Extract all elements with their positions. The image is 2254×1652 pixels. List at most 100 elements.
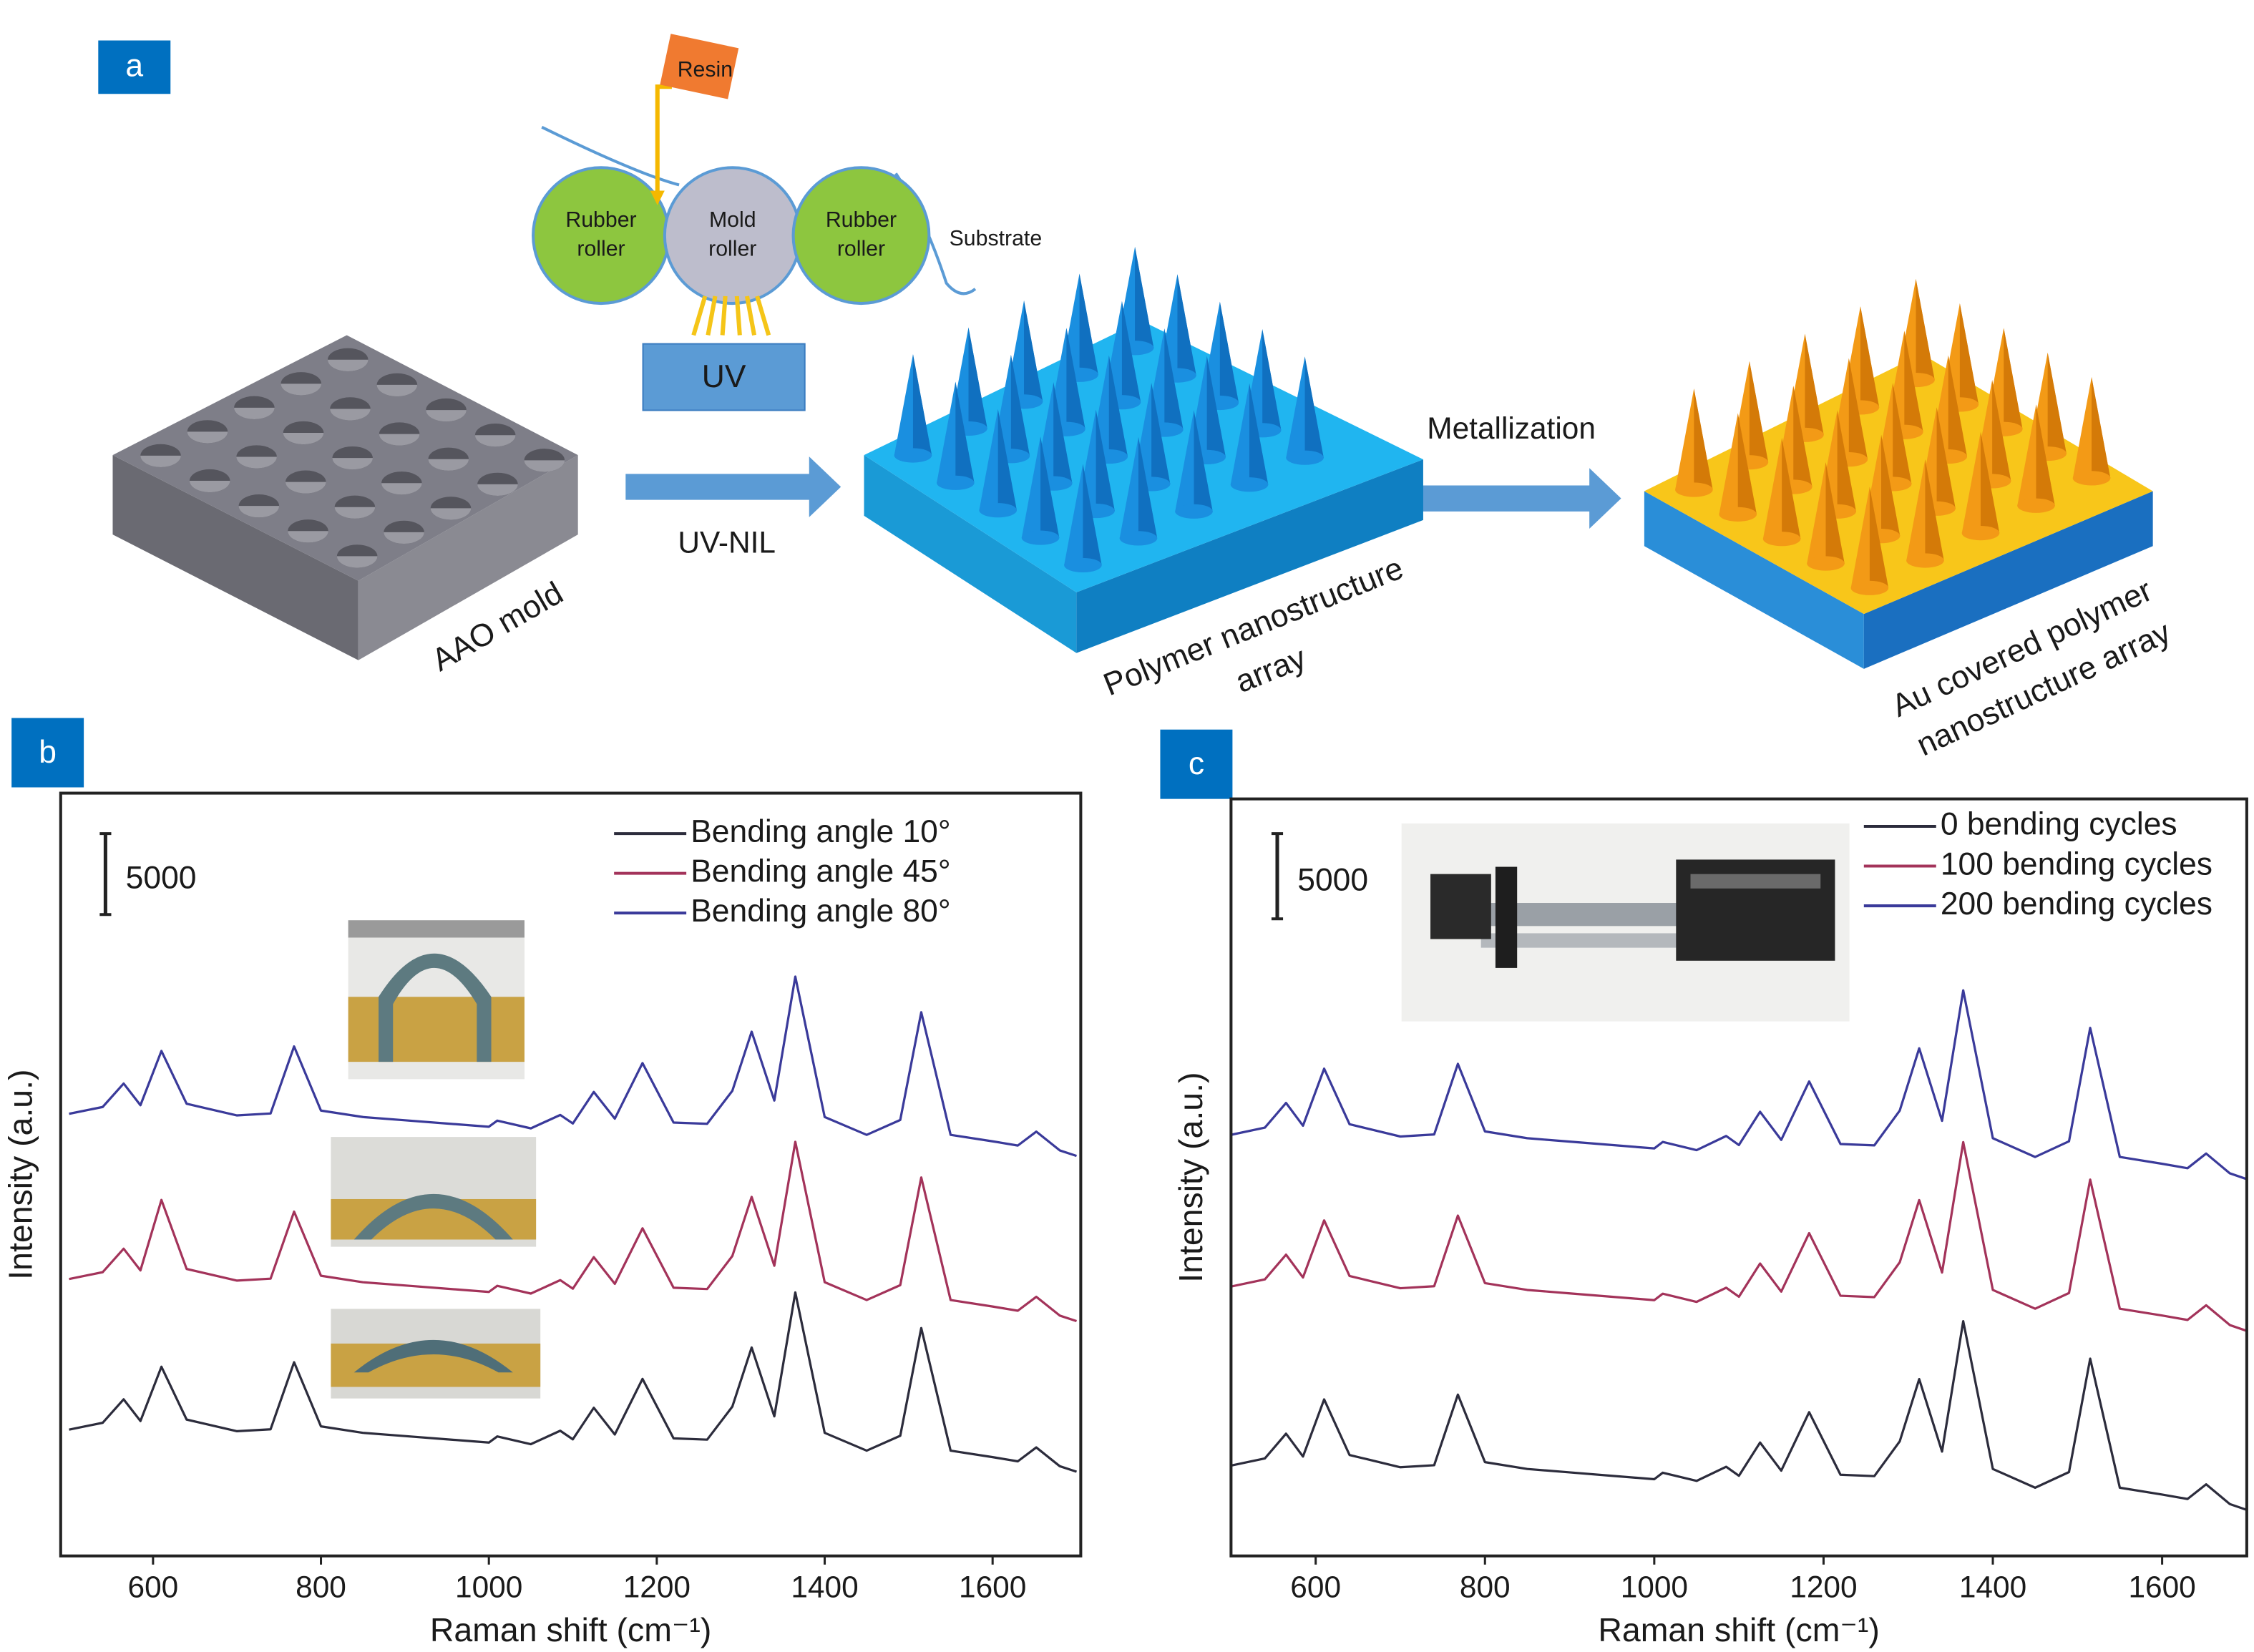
cone-base: [979, 503, 1017, 518]
legend-label: Bending angle 80°: [691, 894, 950, 929]
x-tick-label: 1200: [1790, 1570, 1857, 1603]
cone-base: [1286, 450, 1324, 465]
cone-shade: [1249, 383, 1269, 491]
cone-base: [937, 475, 975, 490]
cone-shade: [1925, 459, 1944, 567]
cone-shade: [1793, 386, 1813, 493]
cone-base: [1807, 556, 1845, 571]
cone-shade: [1083, 464, 1102, 572]
panel-label: c: [1189, 746, 1204, 781]
cone-shade: [1805, 333, 1824, 441]
roller-label: roller: [577, 237, 625, 260]
spectrum-line: [69, 1291, 1078, 1473]
spectrum-line: [69, 975, 1078, 1158]
cone-shade: [1749, 361, 1769, 469]
resin-feed: [655, 84, 672, 200]
mold-hole-shade: [286, 482, 326, 494]
cone-base: [1021, 530, 1060, 545]
substrate-line: [541, 125, 680, 187]
cone-shade: [1848, 358, 1868, 466]
x-tick-label: 800: [1460, 1570, 1511, 1603]
cone-shade: [1024, 300, 1043, 408]
legend-label: 100 bending cycles: [1941, 846, 2212, 881]
block-side: [1644, 491, 1864, 669]
cone-shade: [1194, 410, 1213, 517]
x-tick-label: 1000: [455, 1570, 522, 1603]
plot-frame: [59, 791, 1083, 1558]
cone-base: [1850, 580, 1889, 595]
process-arrow: [625, 456, 841, 517]
uv-rays: [691, 295, 771, 336]
cone-shade: [912, 354, 932, 461]
cone-shade: [1860, 306, 1880, 414]
cone-shade: [1881, 434, 1901, 542]
x-tick-label: 1600: [2128, 1570, 2195, 1603]
mold-hole-shade: [384, 532, 424, 544]
x-tick-label: 600: [1290, 1570, 1341, 1603]
mold-hole-shade: [426, 410, 467, 422]
uv-label: UV: [702, 359, 746, 394]
mold-hole-shade: [376, 384, 418, 397]
cone-shade: [1096, 409, 1115, 517]
cone-base: [2017, 498, 2055, 513]
cone-base: [1119, 531, 1158, 546]
inset-photo: [331, 1309, 541, 1399]
mold-hole-shade: [187, 431, 228, 444]
x-tick-label: 800: [296, 1570, 346, 1603]
mold-hole-shade: [379, 434, 420, 446]
roller-label: Mold: [709, 208, 756, 232]
cone-shade: [1737, 413, 1757, 520]
x-tick-label: 1200: [623, 1570, 691, 1603]
mold-hole-shade: [189, 481, 230, 493]
x-tick-label: 1600: [959, 1570, 1026, 1603]
cone-shade: [1869, 487, 1889, 594]
uv-lamp: [642, 343, 806, 411]
x-tick-label: 600: [128, 1570, 179, 1603]
plot-frame: [1229, 797, 2248, 1558]
legend-label: Bending angle 10°: [691, 814, 950, 849]
legend-label: 200 bending cycles: [1941, 886, 2212, 922]
cone-base: [1762, 532, 1801, 547]
cone-base: [1230, 477, 1269, 492]
inset-photo: [348, 920, 525, 1080]
cone-shade: [1262, 328, 1282, 436]
cone-shade: [1219, 301, 1239, 409]
cone-base: [1961, 526, 2000, 541]
spectrum-line: [69, 1140, 1078, 1323]
resin-label: Resin: [678, 58, 733, 82]
cone-shade: [1904, 331, 1923, 438]
spectrum-line: [1231, 1140, 2248, 1332]
substrate-label: Substrate: [950, 227, 1043, 250]
block-side: [1863, 491, 2153, 669]
block-side: [1076, 459, 1423, 653]
mold-hole-shade: [288, 531, 328, 543]
rubber-roller: [532, 166, 670, 306]
cone-shade: [1206, 356, 1226, 463]
mold-hole-shade: [332, 458, 373, 470]
cone-shade: [2004, 328, 2023, 435]
cone-shade: [1694, 388, 1713, 496]
cone-shade: [1010, 354, 1030, 462]
scale-bar-label: 5000: [126, 861, 197, 896]
x-tick-label: 1000: [1621, 1570, 1688, 1603]
panel-badge: [11, 718, 84, 788]
cone-base: [1064, 557, 1102, 573]
x-axis-label: Raman shift (cm⁻¹): [1598, 1611, 1879, 1648]
mold-hole-shade: [477, 484, 518, 497]
cone-shade: [2036, 404, 2055, 512]
roller-label: Rubber: [826, 208, 897, 232]
mold-hole-shade: [280, 383, 322, 396]
legend-label: 0 bending cycles: [1941, 807, 2177, 842]
cone-shade: [1825, 462, 1845, 570]
mold-hole-shade: [238, 506, 280, 518]
uv-nil-label: UV-NIL: [678, 525, 776, 559]
block-side: [864, 455, 1077, 653]
cone-shade: [1980, 431, 2000, 539]
cone-shade: [1916, 278, 1935, 386]
resin-box: [660, 34, 739, 99]
legend-label: Bending angle 45°: [691, 854, 950, 889]
x-tick-label: 1400: [791, 1570, 858, 1603]
rubber-roller: [791, 166, 931, 306]
y-axis-label: Intensity (a.u.): [1172, 1072, 1209, 1283]
